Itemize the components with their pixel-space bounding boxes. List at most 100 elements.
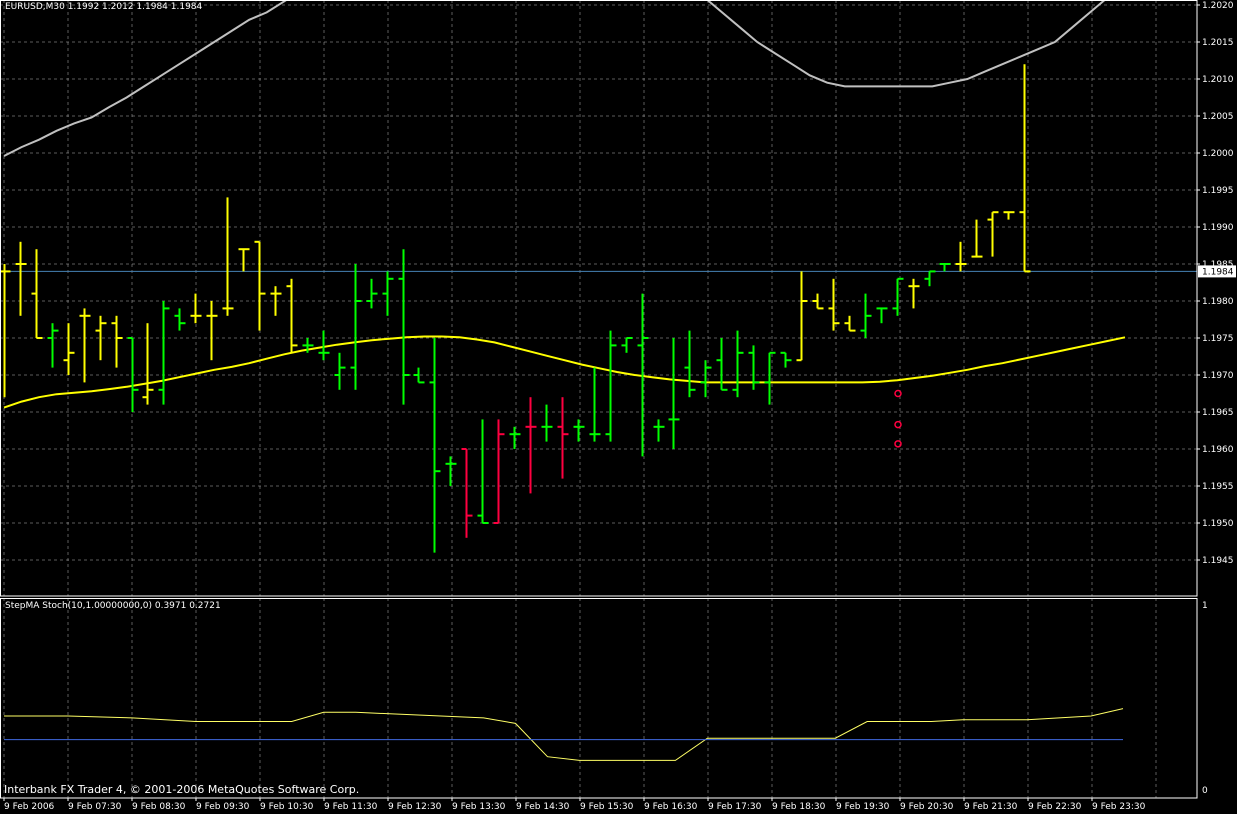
ohlc-bar (876, 307, 888, 324)
x-tick-label: 9 Feb 13:30 (452, 802, 506, 812)
ohlc-bar (844, 315, 856, 332)
y-tick-label: 1.1965 (1202, 408, 1234, 418)
x-tick-label: 9 Feb 11:30 (324, 802, 378, 812)
copyright-label: Interbank FX Trader 4, © 2001-2006 MetaQ… (4, 783, 360, 796)
stoch-indicator (4, 708, 1124, 761)
y-tick-label: 1.1955 (1202, 482, 1234, 492)
x-tick-label: 9 Feb 22:30 (1028, 802, 1082, 812)
ohlc-bar (1019, 64, 1031, 273)
chart-grid (0, 0, 1197, 798)
ma-fast-line (3, 335, 1126, 409)
ohlc-bar (63, 323, 75, 375)
y-tick-label: 1.2000 (1202, 149, 1234, 159)
y-tick-label: 1.2015 (1202, 38, 1234, 48)
x-tick-label: 9 Feb 14:30 (516, 802, 570, 812)
ohlc-bar (95, 315, 107, 361)
ohlc-bar (429, 338, 441, 553)
x-tick-label: 9 Feb 2006 (4, 802, 55, 812)
ohlc-bar (637, 293, 649, 457)
ohlc-bar (318, 330, 330, 361)
ohlc-bar (398, 249, 410, 405)
main-frame (0, 0, 1198, 597)
ohlc-bar (908, 278, 920, 309)
ohlc-bar (764, 351, 776, 405)
ohlc-bar (206, 301, 218, 361)
ohlc-bar (780, 351, 792, 368)
ohlc-bar (142, 323, 154, 405)
y-tick-label: 1.2005 (1202, 112, 1234, 122)
y-tick-label: 1.2020 (1202, 1, 1234, 11)
ohlc-bar (684, 330, 696, 398)
ohlc-bar (860, 293, 872, 338)
x-tick-label: 9 Feb 23:30 (1092, 802, 1146, 812)
ohlc-bar (668, 338, 680, 449)
x-tick-label: 9 Feb 19:30 (836, 802, 890, 812)
ohlc-bar (828, 278, 840, 331)
ohlc-bar (286, 278, 298, 353)
x-tick-label: 9 Feb 09:30 (196, 802, 250, 812)
ohlc-bar (127, 337, 139, 412)
y-tick-label: 1.1950 (1202, 519, 1234, 529)
signal-dot (894, 440, 902, 448)
ohlc-bar (254, 240, 266, 331)
ohlc-bar (238, 248, 250, 272)
ohlc-bar (605, 330, 617, 442)
ma-fast-path (3, 335, 1126, 409)
ohlc-bar (334, 352, 346, 390)
ohlc-bar (174, 308, 186, 331)
x-tick-label: 9 Feb 15:30 (580, 802, 634, 812)
chart-frame (0, 0, 1198, 799)
y-tick-label: 1.1990 (1202, 223, 1234, 233)
ohlc-bar (413, 367, 425, 384)
x-tick-label: 9 Feb 20:30 (900, 802, 954, 812)
ohlc-bar (477, 419, 489, 524)
ohlc-bar (270, 286, 282, 316)
ohlc-bar (525, 397, 537, 494)
y-tick-label: 1.2010 (1202, 75, 1234, 85)
y-tick-label: 1.1945 (1202, 556, 1234, 566)
x-tick-label: 9 Feb 17:30 (708, 802, 762, 812)
ohlc-bar (924, 270, 936, 287)
stoch-line (4, 708, 1124, 761)
x-tick-label: 9 Feb 16:30 (644, 802, 698, 812)
ohlc-bar (493, 419, 505, 524)
signal-dot (894, 389, 902, 398)
ohlc-bar (653, 419, 665, 442)
x-tick-label: 9 Feb 08:30 (132, 802, 186, 812)
ohlc-bar (700, 360, 712, 398)
sub-y-tick-label: 0 (1202, 786, 1208, 796)
time-axis: 9 Feb 2006 9 Feb 07:30 9 Feb 08:30 9 Feb 09… (3, 798, 1146, 812)
ohlc-bar (111, 315, 123, 368)
ohlc-bar (382, 271, 394, 316)
ohlc-bar (445, 456, 457, 486)
x-tick-label: 9 Feb 12:30 (388, 802, 442, 812)
ohlc-bar (190, 293, 202, 324)
ohlc-bar (732, 330, 744, 398)
ohlc-bar (541, 404, 553, 442)
ohlc-bar (812, 293, 824, 310)
x-tick-label: 9 Feb 18:30 (772, 802, 826, 812)
y-tick-label: 1.1960 (1202, 445, 1234, 455)
signal-markers (894, 389, 902, 448)
y-tick-label: 1.1975 (1202, 334, 1234, 344)
indicator-info: StepMA Stoch(10,1.00000000,0) 0.3971 0.2… (5, 601, 221, 611)
ohlc-bar (716, 338, 728, 391)
sub-y-tick-label: 1 (1202, 601, 1208, 611)
y-tick-label: 1.1985 (1202, 260, 1234, 270)
ohlc-bar (461, 448, 473, 538)
x-tick-label: 9 Feb 07:30 (68, 802, 122, 812)
ohlc-bar (796, 271, 808, 362)
symbol-info: EURUSD,M30 1.1992 1.2012 1.1984 1.1984 (5, 2, 203, 12)
ohlc-bars (0, 64, 1031, 553)
ohlc-bar (589, 367, 601, 442)
current-price-box (1198, 265, 1236, 278)
ohlc-bar (557, 397, 569, 479)
ohlc-bar (892, 277, 904, 316)
ohlc-bar (158, 301, 170, 405)
x-tick-label: 9 Feb 21:30 (964, 802, 1018, 812)
price-axis: 1.2020 1.2015 1.2010 1.2005 1.2000 1.1995 1.19… (1197, 1, 1236, 796)
y-tick-label: 1.1970 (1202, 371, 1234, 381)
ohlc-bar (509, 426, 521, 449)
